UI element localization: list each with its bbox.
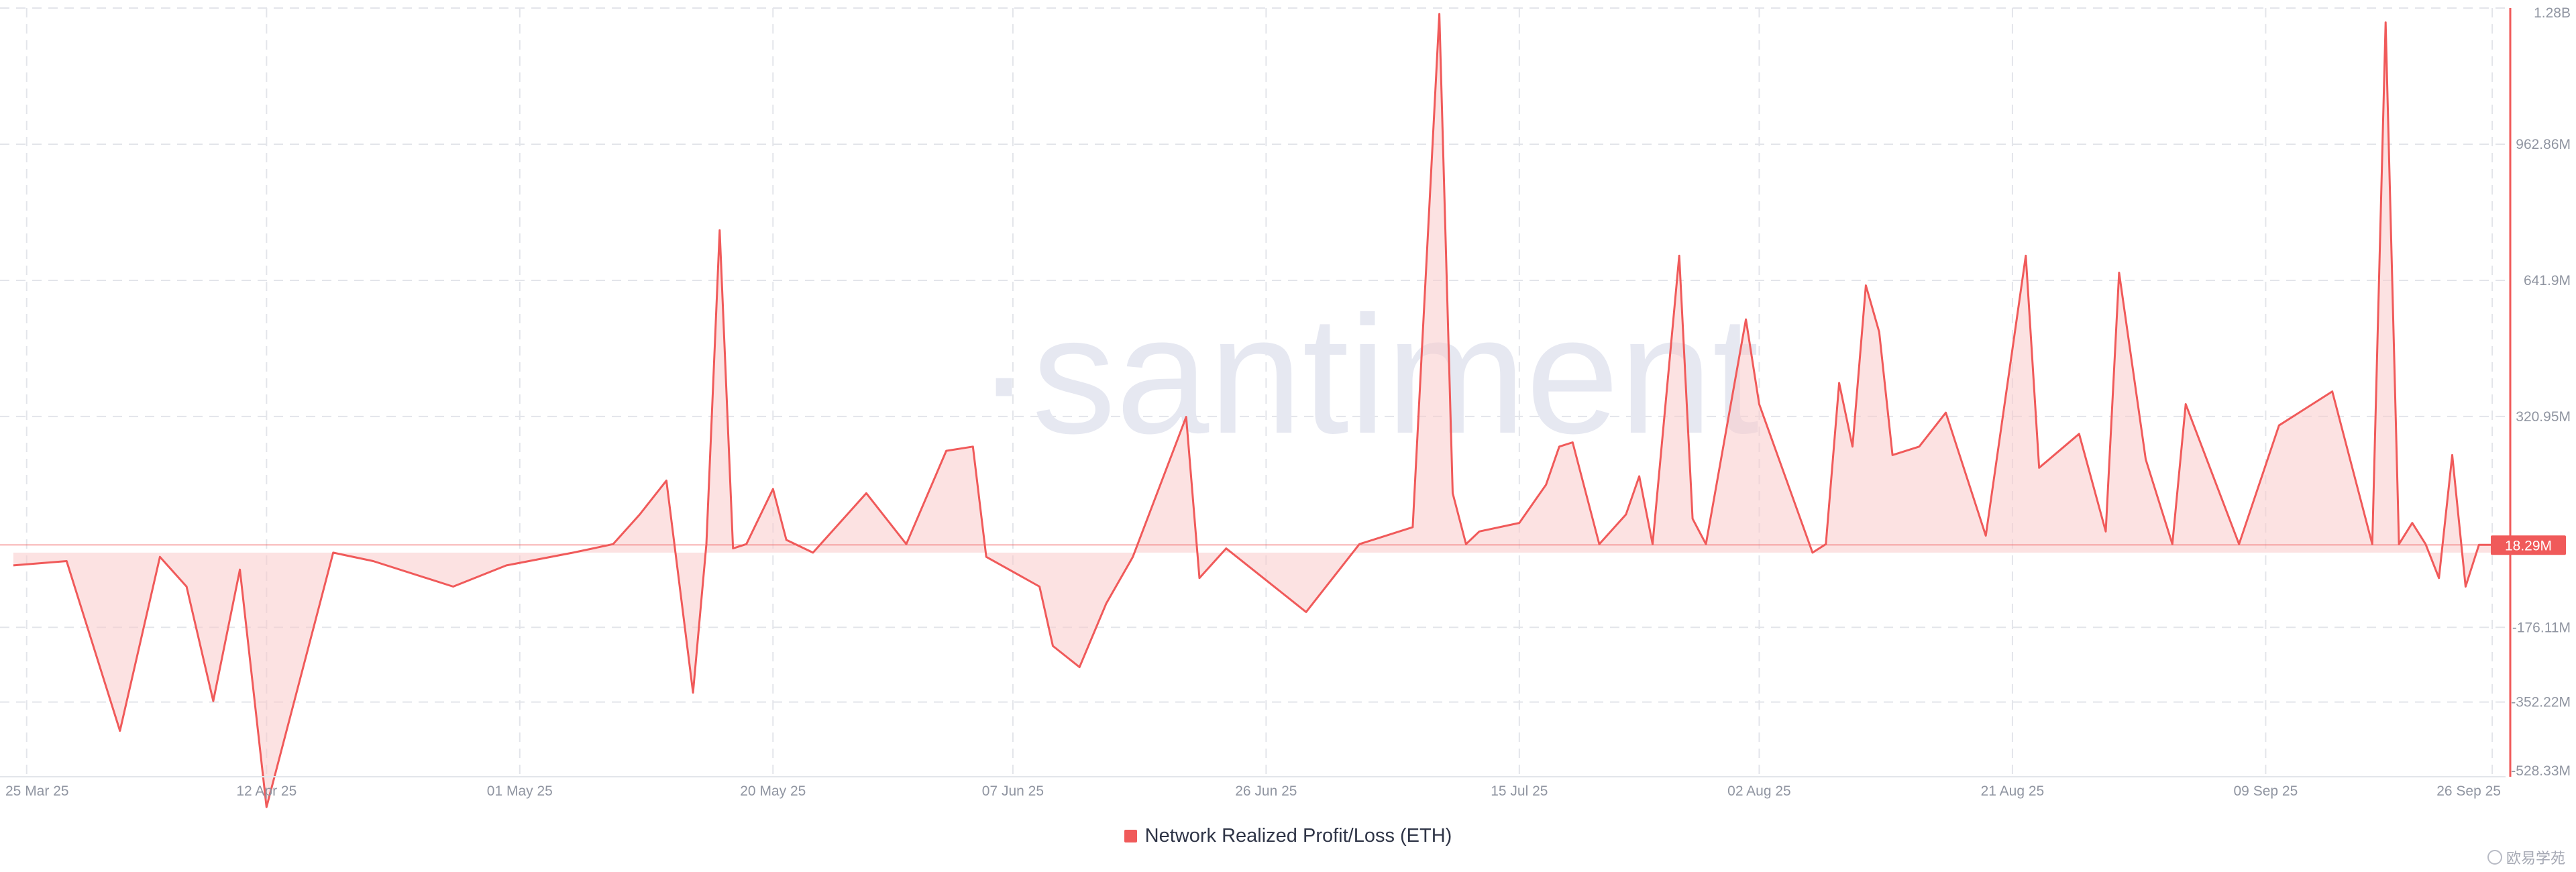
x-tick-label: 09 Sep 25 bbox=[2234, 783, 2298, 799]
y-tick-label: -528.33M bbox=[2511, 763, 2571, 779]
x-tick-label: 20 May 25 bbox=[740, 783, 806, 799]
y-tick-label: 962.86M bbox=[2516, 137, 2571, 152]
x-tick-label: 02 Aug 25 bbox=[1727, 783, 1791, 799]
santiment-watermark: ·santiment bbox=[976, 281, 1759, 468]
legend-swatch bbox=[1124, 830, 1137, 842]
brand-logo-icon bbox=[2487, 850, 2502, 865]
line-layer bbox=[0, 13, 2506, 808]
y-tick-label: -176.11M bbox=[2512, 620, 2571, 635]
x-tick-label: 07 Jun 25 bbox=[982, 783, 1044, 799]
badge-layer: 18.29M bbox=[2491, 535, 2566, 555]
x-tick-label: 21 Aug 25 bbox=[1981, 783, 2045, 799]
legend: Network Realized Profit/Loss (ETH) bbox=[0, 825, 2576, 847]
x-tick-label: 25 Mar 25 bbox=[5, 783, 69, 799]
y-tick-label: 1.28B bbox=[2534, 5, 2571, 21]
legend-label: Network Realized Profit/Loss (ETH) bbox=[1144, 825, 1452, 847]
series-area bbox=[13, 13, 2493, 808]
y-tick-label: 641.9M bbox=[2524, 273, 2571, 288]
series-line bbox=[13, 13, 2493, 808]
area-layer bbox=[13, 13, 2493, 808]
x-tick-label: 01 May 25 bbox=[487, 783, 553, 799]
last-value-label: 18.29M bbox=[2505, 538, 2552, 553]
axis-layer: 1.28B 962.86M 641.9M 320.95M -176.11M -352.22… bbox=[0, 5, 2571, 799]
x-tick-label: 26 Sep 25 bbox=[2436, 783, 2501, 799]
x-tick-label: 26 Jun 25 bbox=[1235, 783, 1297, 799]
credit-text: 欧易学苑 bbox=[2506, 850, 2565, 867]
credit-watermark: 欧易学苑 bbox=[2487, 847, 2565, 868]
y-tick-label: 320.95M bbox=[2516, 409, 2571, 425]
x-tick-label: 12 Apr 25 bbox=[236, 783, 297, 799]
y-tick-label: -352.22M bbox=[2511, 695, 2571, 710]
x-tick-label: 15 Jul 25 bbox=[1491, 783, 1548, 799]
last-value-badge bbox=[2491, 535, 2566, 555]
